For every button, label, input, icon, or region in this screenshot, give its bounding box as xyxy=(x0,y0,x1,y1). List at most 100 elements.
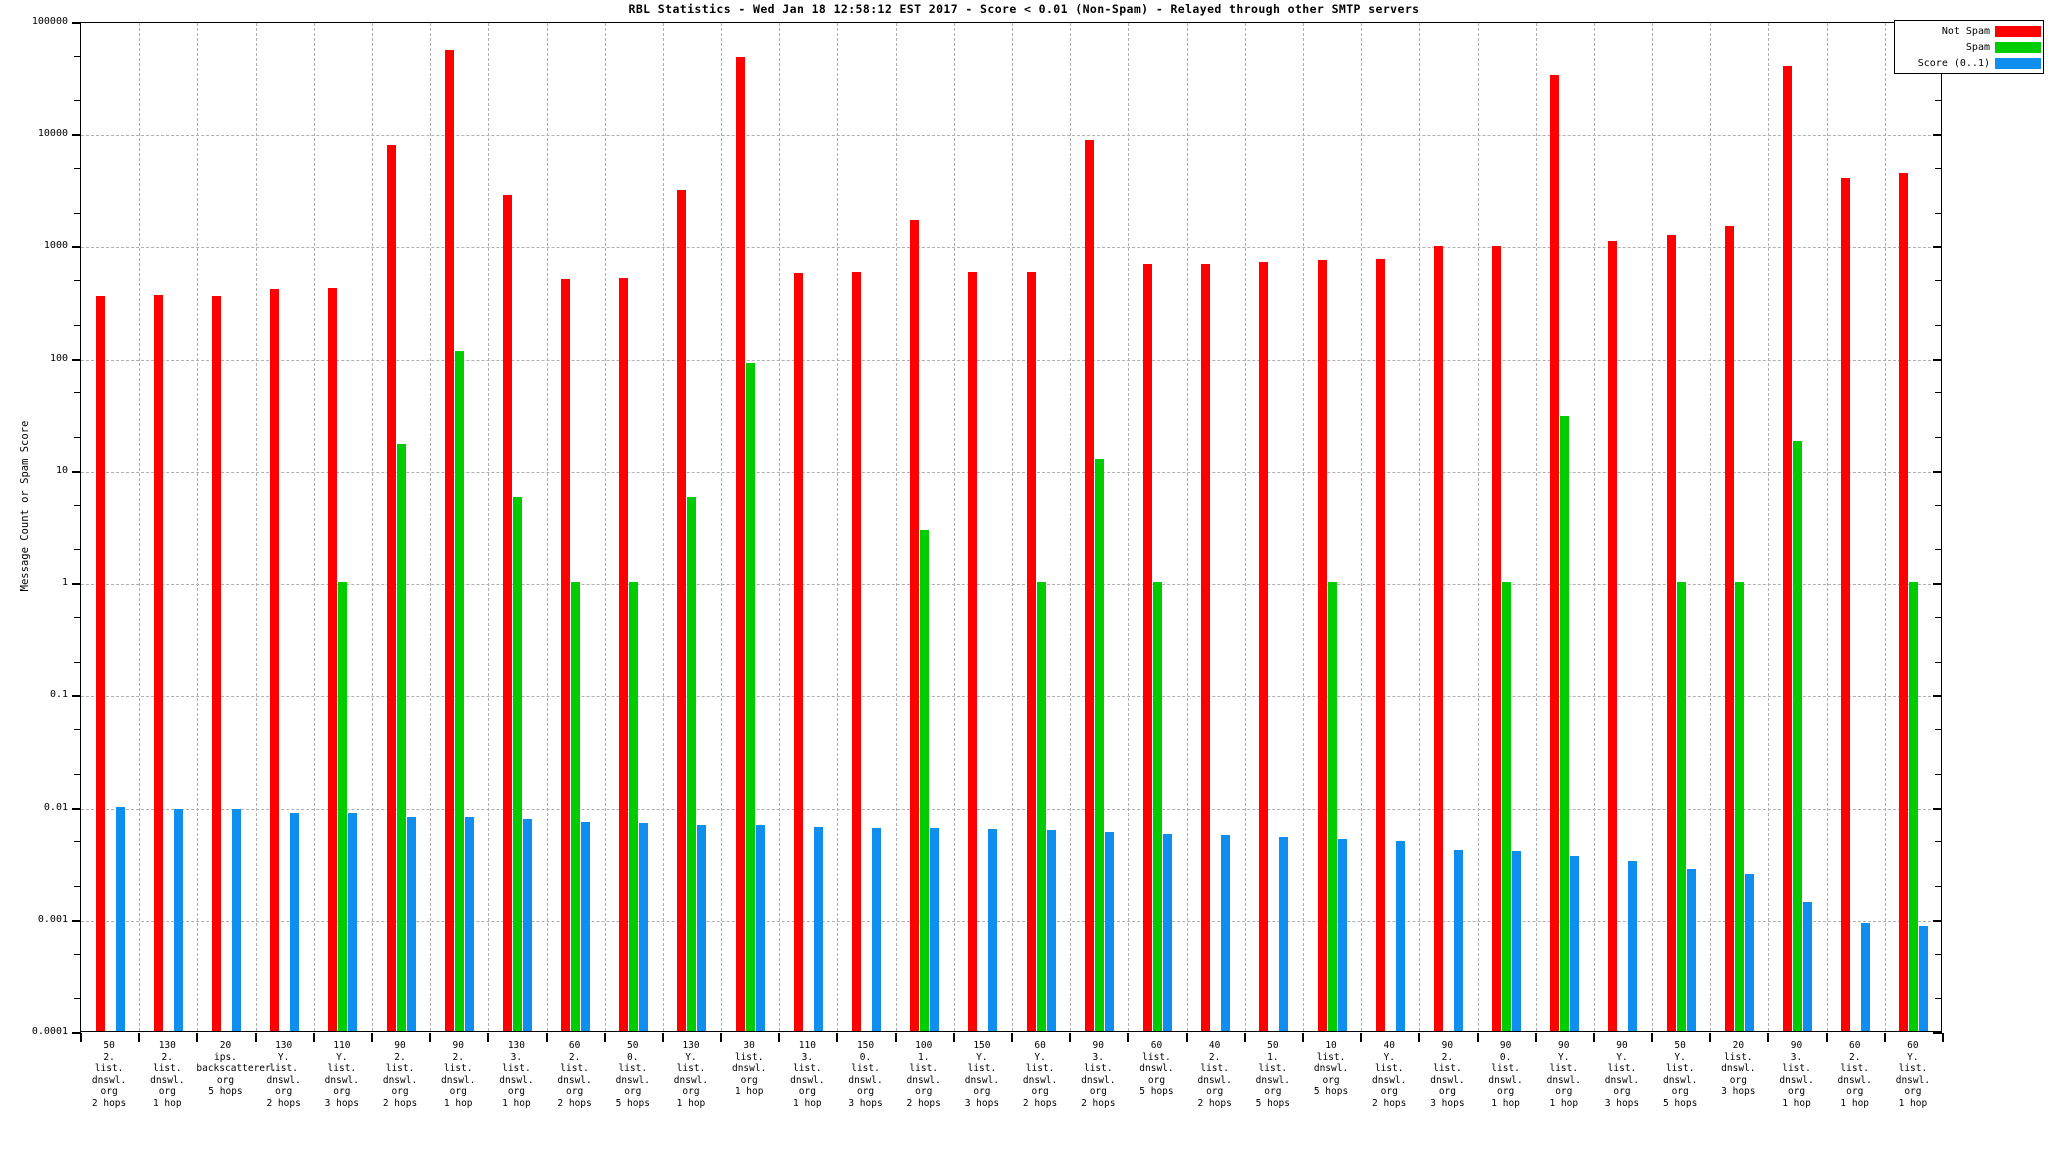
bar-not-spam xyxy=(735,56,745,1031)
bar-not-spam xyxy=(677,190,687,1031)
x-axis-group-label: 50 Y. list. dnswl. org 5 hops xyxy=(1662,1040,1698,1109)
legend-swatch-spam xyxy=(1995,41,2041,53)
legend-item-spam: Spam xyxy=(1897,39,2041,55)
grid-line-vertical xyxy=(662,23,664,1031)
y-axis-tick-right xyxy=(1933,134,1942,137)
bar-not-spam xyxy=(1783,65,1793,1031)
y-axis-minor-tick xyxy=(74,168,81,169)
chart-title: RBL Statistics - Wed Jan 18 12:58:12 EST… xyxy=(628,2,1420,16)
x-axis-group-label: 90 3. list. dnswl. org 2 hops xyxy=(1081,1040,1116,1109)
x-axis-tick xyxy=(720,1033,723,1042)
grid-line-horizontal xyxy=(81,359,1941,361)
x-axis-tick xyxy=(836,1033,839,1042)
y-axis-tick-right xyxy=(1933,246,1942,249)
grid-line-vertical xyxy=(371,23,373,1031)
grid-line-vertical xyxy=(1419,23,1421,1031)
bar-score xyxy=(1512,851,1522,1031)
bar-not-spam xyxy=(1841,177,1851,1031)
x-axis-tick xyxy=(1825,1033,1828,1042)
x-axis-group-label: 60 2. list. dnswl. org 2 hops xyxy=(557,1040,592,1109)
bar-spam xyxy=(396,444,406,1031)
bar-not-spam xyxy=(328,288,338,1031)
grid-line-vertical xyxy=(1768,23,1770,1031)
y-axis-minor-tick-right xyxy=(1935,100,1942,102)
y-axis-tick xyxy=(72,134,81,137)
y-axis-title: Message Count or Spam Score xyxy=(19,420,31,592)
y-axis-minor-tick xyxy=(74,212,81,214)
y-axis-tick xyxy=(72,807,81,810)
bar-score xyxy=(1104,832,1114,1031)
x-axis-group-label: 90 2. list. dnswl. org 2 hops xyxy=(382,1040,418,1109)
y-axis-minor-tick xyxy=(74,392,81,394)
y-axis-minor-tick xyxy=(74,998,81,1000)
grid-line-vertical xyxy=(139,23,141,1031)
bar-spam xyxy=(1793,441,1803,1031)
bar-not-spam xyxy=(211,295,221,1031)
x-axis-group-label: 90 Y. list. dnswl. org 3 hops xyxy=(1604,1040,1640,1109)
y-axis-minor-tick xyxy=(74,324,81,326)
y-axis-tick-right xyxy=(1933,807,1942,810)
bar-not-spam xyxy=(1724,225,1734,1031)
y-axis-tick xyxy=(72,1032,81,1034)
grid-line-horizontal xyxy=(81,920,1941,922)
x-axis-group-label: 110 3. list. dnswl. org 1 hop xyxy=(790,1040,825,1109)
x-axis-tick xyxy=(778,1033,781,1042)
bar-score xyxy=(1861,922,1871,1031)
bar-score xyxy=(581,821,591,1031)
bar-score xyxy=(1453,850,1463,1031)
grid-line-vertical xyxy=(313,23,315,1031)
y-axis-minor-tick xyxy=(74,773,81,775)
bar-spam xyxy=(1036,582,1046,1031)
x-axis-group-label: 90 2. list. dnswl. org 1 hop xyxy=(441,1040,476,1109)
x-axis-tick xyxy=(661,1033,664,1042)
legend-label-spam: Spam xyxy=(1965,41,1990,53)
bar-spam xyxy=(1094,459,1104,1031)
x-axis-tick xyxy=(1418,1033,1421,1042)
y-axis-minor-tick xyxy=(74,100,81,102)
legend-label-not-spam: Not Spam xyxy=(1941,25,1990,37)
plot-area xyxy=(80,22,1942,1032)
bar-score xyxy=(1221,834,1231,1031)
grid-line-vertical xyxy=(546,23,548,1031)
bar-spam xyxy=(512,497,522,1031)
bar-not-spam xyxy=(1259,262,1269,1031)
y-axis-tick-label: 10 xyxy=(55,464,68,476)
bar-score xyxy=(1279,836,1289,1031)
bar-score xyxy=(1046,829,1056,1031)
bar-not-spam xyxy=(1026,272,1036,1031)
y-axis-tick-label: 100000 xyxy=(31,16,68,27)
bar-score xyxy=(115,807,125,1031)
y-axis-minor-tick-right xyxy=(1935,392,1942,394)
bar-score xyxy=(406,816,416,1031)
x-axis-group-label: 100 1. list. dnswl. org 2 hops xyxy=(906,1040,941,1109)
x-axis-group-label: 20 list. dnswl. org 3 hops xyxy=(1721,1040,1756,1097)
x-axis-group-label: 130 Y. list. dnswl. org 1 hop xyxy=(673,1040,709,1109)
bar-not-spam xyxy=(1201,263,1211,1031)
x-axis-tick xyxy=(1243,1033,1246,1042)
bar-score xyxy=(290,812,300,1031)
y-axis-minor-tick-right xyxy=(1935,841,1942,843)
bar-spam xyxy=(1734,582,1744,1031)
bar-not-spam xyxy=(1317,260,1327,1031)
bar-score xyxy=(639,823,649,1031)
bar-not-spam xyxy=(619,278,629,1031)
bar-spam xyxy=(338,582,348,1031)
x-axis-labels: 50 2. list. dnswl. org 2 hops 130 2. list… xyxy=(80,1040,1942,1150)
x-axis-tick xyxy=(1592,1033,1595,1042)
y-axis-minor-tick xyxy=(74,549,81,551)
y-axis-tick-right xyxy=(1933,695,1942,698)
x-axis-group-label: 90 Y. list. dnswl. org 1 hop xyxy=(1546,1040,1581,1109)
x-axis-group-label: 40 2. list. dnswl. org 2 hops xyxy=(1197,1040,1232,1109)
x-axis-tick xyxy=(370,1033,373,1042)
x-axis-tick xyxy=(196,1033,199,1042)
bar-spam xyxy=(1327,582,1337,1031)
x-axis-group-label: 130 Y. list. dnswl. org 2 hops xyxy=(266,1040,301,1109)
y-axis-tick xyxy=(72,919,81,922)
grid-line-vertical xyxy=(197,23,199,1031)
y-axis-tick-right xyxy=(1933,1032,1942,1034)
bar-score xyxy=(872,827,882,1031)
bar-score xyxy=(1395,841,1405,1031)
bar-spam xyxy=(1152,582,1162,1031)
grid-line-vertical xyxy=(1302,23,1304,1031)
